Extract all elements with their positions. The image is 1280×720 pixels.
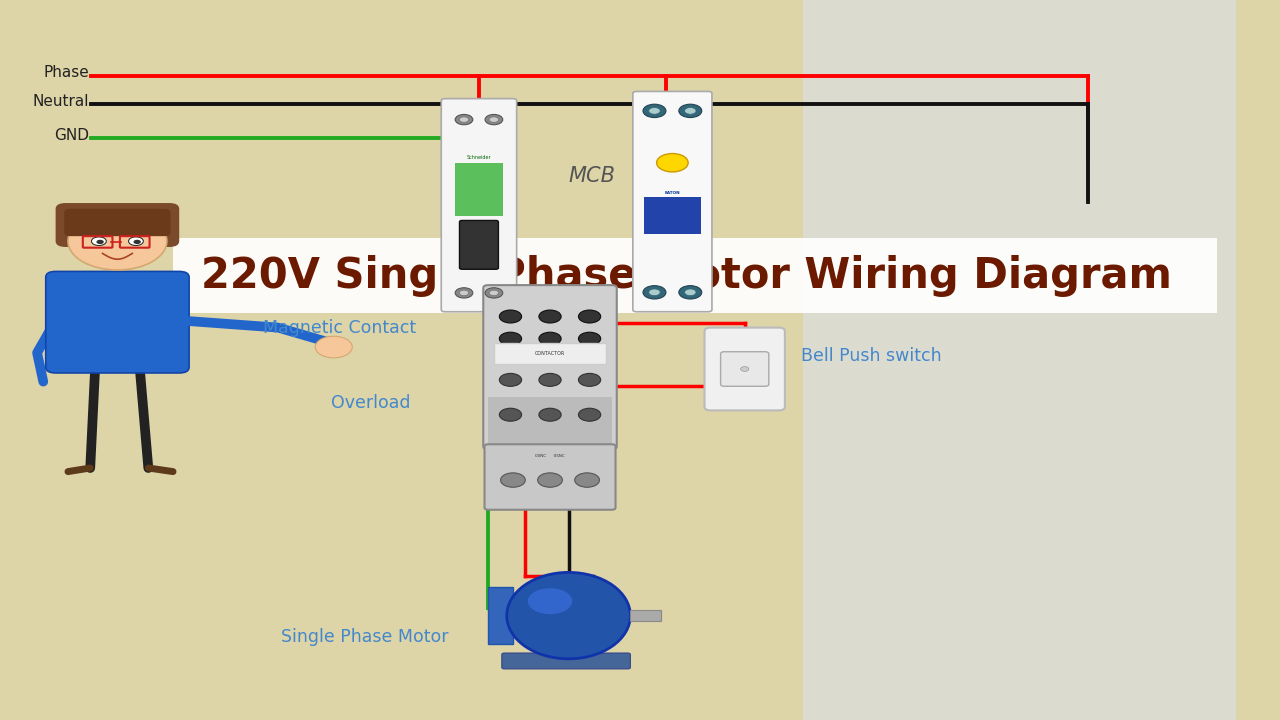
FancyBboxPatch shape xyxy=(173,238,1217,313)
Circle shape xyxy=(460,117,468,122)
Circle shape xyxy=(539,408,561,421)
Circle shape xyxy=(456,114,472,125)
Circle shape xyxy=(460,290,468,296)
Ellipse shape xyxy=(507,572,630,659)
Circle shape xyxy=(315,336,352,358)
Circle shape xyxy=(643,104,666,117)
Circle shape xyxy=(579,310,600,323)
FancyBboxPatch shape xyxy=(488,587,513,644)
FancyBboxPatch shape xyxy=(630,610,662,621)
Text: Overload: Overload xyxy=(332,395,411,412)
Circle shape xyxy=(489,290,499,296)
Text: 00NC      05NC: 00NC 05NC xyxy=(535,454,564,458)
Circle shape xyxy=(499,374,521,387)
Circle shape xyxy=(91,237,106,246)
Circle shape xyxy=(539,374,561,387)
Text: MCB: MCB xyxy=(568,166,616,186)
FancyBboxPatch shape xyxy=(460,220,498,269)
Text: 220V Single Phase Motor Wiring Diagram: 220V Single Phase Motor Wiring Diagram xyxy=(201,255,1171,297)
Circle shape xyxy=(685,289,696,296)
Text: Magnetic Contact: Magnetic Contact xyxy=(264,318,416,337)
Text: Bell Push switch: Bell Push switch xyxy=(801,348,942,366)
Circle shape xyxy=(678,286,701,299)
FancyBboxPatch shape xyxy=(804,0,1236,720)
Circle shape xyxy=(538,473,562,487)
Text: CONTACTOR: CONTACTOR xyxy=(535,351,566,356)
FancyBboxPatch shape xyxy=(46,271,189,373)
Text: Schneider: Schneider xyxy=(467,155,492,160)
Text: Neutral: Neutral xyxy=(32,94,90,109)
Circle shape xyxy=(485,114,503,125)
Text: Phase: Phase xyxy=(44,66,90,80)
FancyBboxPatch shape xyxy=(442,99,517,312)
Circle shape xyxy=(500,473,525,487)
Circle shape xyxy=(499,332,521,345)
Circle shape xyxy=(643,286,666,299)
Circle shape xyxy=(579,332,600,345)
FancyBboxPatch shape xyxy=(494,343,605,364)
Text: GND: GND xyxy=(54,128,90,143)
FancyBboxPatch shape xyxy=(485,444,616,510)
Circle shape xyxy=(579,408,600,421)
Circle shape xyxy=(68,212,166,270)
FancyBboxPatch shape xyxy=(64,209,170,236)
Circle shape xyxy=(678,104,701,117)
Circle shape xyxy=(657,153,689,172)
Circle shape xyxy=(489,117,499,122)
FancyBboxPatch shape xyxy=(456,163,503,216)
Circle shape xyxy=(133,240,141,244)
FancyBboxPatch shape xyxy=(632,91,712,312)
Circle shape xyxy=(579,374,600,387)
Circle shape xyxy=(649,107,660,114)
Text: Single Phase Motor: Single Phase Motor xyxy=(280,628,448,647)
Circle shape xyxy=(527,588,572,614)
Circle shape xyxy=(741,366,749,372)
Circle shape xyxy=(456,288,472,298)
FancyBboxPatch shape xyxy=(484,285,617,449)
FancyBboxPatch shape xyxy=(502,653,630,669)
Circle shape xyxy=(499,310,521,323)
Circle shape xyxy=(499,408,521,421)
FancyBboxPatch shape xyxy=(721,352,769,386)
Circle shape xyxy=(128,237,143,246)
FancyBboxPatch shape xyxy=(644,197,701,234)
Circle shape xyxy=(539,332,561,345)
FancyBboxPatch shape xyxy=(488,397,612,445)
FancyBboxPatch shape xyxy=(55,203,179,247)
Circle shape xyxy=(96,240,104,244)
Text: EATON: EATON xyxy=(664,191,680,195)
Circle shape xyxy=(649,289,660,296)
Circle shape xyxy=(685,107,696,114)
Circle shape xyxy=(485,288,503,298)
Circle shape xyxy=(575,473,599,487)
FancyBboxPatch shape xyxy=(704,328,785,410)
Circle shape xyxy=(539,310,561,323)
